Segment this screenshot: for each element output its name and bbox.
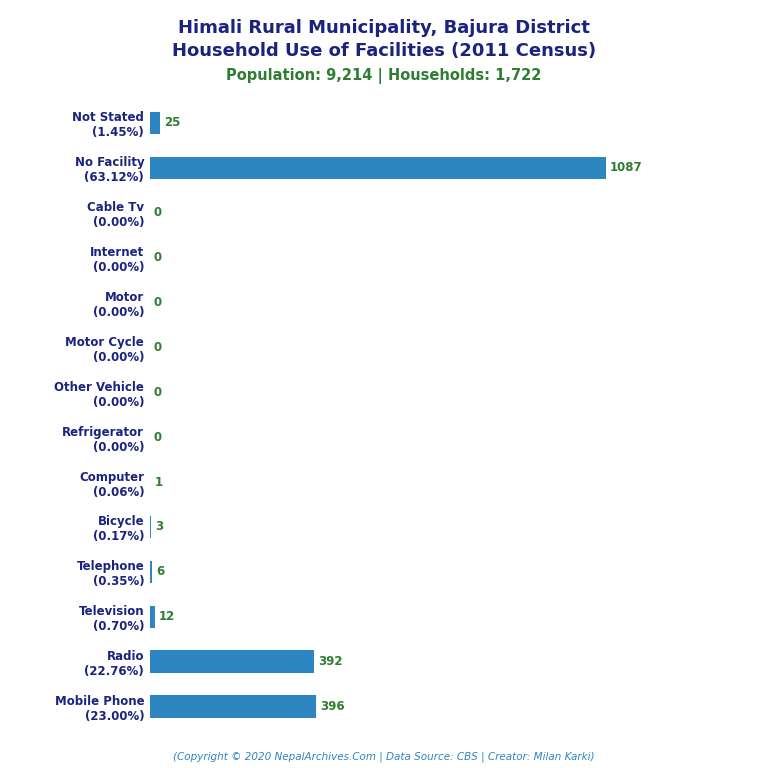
Bar (150, 650, 314, 673)
Bar (150, 516, 151, 538)
Text: 12: 12 (159, 611, 175, 623)
Text: 3: 3 (155, 521, 164, 534)
Text: 1: 1 (154, 475, 163, 488)
Text: 1087: 1087 (610, 161, 643, 174)
Bar (150, 695, 316, 718)
Text: 0: 0 (153, 431, 161, 444)
Text: 0: 0 (153, 386, 161, 399)
Text: Himali Rural Municipality, Bajura District: Himali Rural Municipality, Bajura Distri… (178, 19, 590, 37)
Bar (150, 605, 155, 628)
Text: (Copyright © 2020 NepalArchives.Com | Data Source: CBS | Creator: Milan Karki): (Copyright © 2020 NepalArchives.Com | Da… (174, 751, 594, 762)
Bar (150, 561, 152, 583)
Bar (150, 111, 161, 134)
Text: 0: 0 (153, 251, 161, 264)
Text: 0: 0 (153, 207, 161, 219)
Text: 0: 0 (153, 296, 161, 309)
Text: 396: 396 (320, 700, 345, 713)
Bar (150, 157, 606, 179)
Text: Population: 9,214 | Households: 1,722: Population: 9,214 | Households: 1,722 (227, 68, 541, 84)
Text: 25: 25 (164, 117, 180, 130)
Text: 0: 0 (153, 341, 161, 354)
Text: 392: 392 (319, 655, 343, 668)
Text: 6: 6 (157, 565, 164, 578)
Text: Household Use of Facilities (2011 Census): Household Use of Facilities (2011 Census… (172, 42, 596, 60)
